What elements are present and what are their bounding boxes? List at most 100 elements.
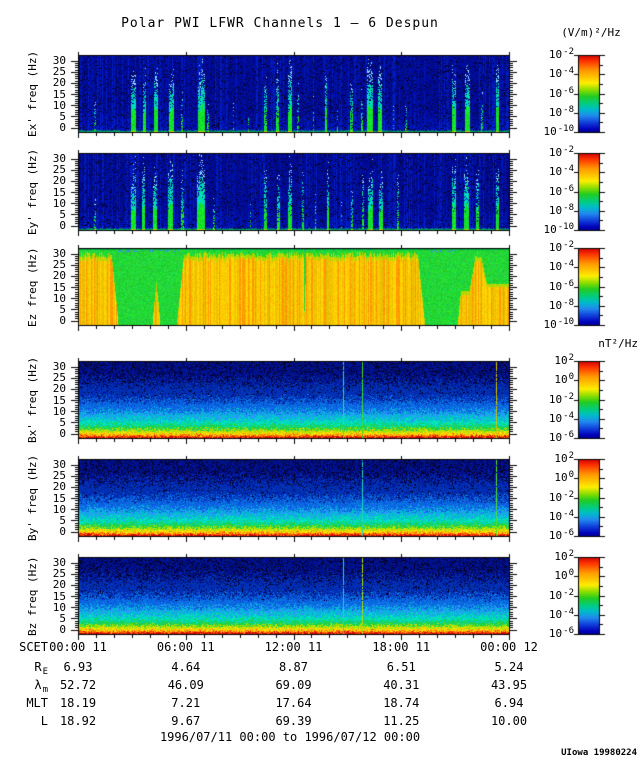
y-tick-label: 30 xyxy=(52,556,66,570)
cb-tick-exponent: -6 xyxy=(563,278,574,289)
cb-tick-exponent: -6 xyxy=(563,85,574,96)
cb-tick-exponent: 2 xyxy=(568,451,574,461)
y-tick-label: 10 xyxy=(52,98,66,112)
ephemeris-value: 6.94 xyxy=(494,696,524,710)
cb-tick-exponent: -4 xyxy=(563,508,574,519)
x-time-label: 00:00 11 xyxy=(49,640,107,654)
cb-tick-exponent: -10 xyxy=(557,222,574,232)
y-tick-label: 30 xyxy=(52,458,66,472)
ephemeris-row-label: MLT xyxy=(0,697,48,709)
colorbar-tick-label: 10-4 xyxy=(518,607,574,622)
cb-tick-base: 10 xyxy=(548,431,563,444)
ephemeris-value: 8.87 xyxy=(279,660,308,674)
colorbar-tick-label: 10-2 xyxy=(518,47,574,62)
cb-tick-base: 10 xyxy=(548,490,563,504)
y-tick-label: 25 xyxy=(52,371,66,385)
colorbar-tick-label: 10-6 xyxy=(518,278,574,294)
y-tick-label: 20 xyxy=(52,174,66,188)
colorbar-tick-label: 102 xyxy=(518,353,574,368)
colorbar-tick-label: 10-4 xyxy=(518,66,574,81)
colorbar-tick-label: 100 xyxy=(518,372,574,387)
cb-tick-base: 10 xyxy=(548,298,563,312)
x-time-label: 06:00 11 xyxy=(156,640,215,654)
e-colorbar-units-label: (V/m)²/Hz xyxy=(561,26,621,39)
cb-tick-exponent: -8 xyxy=(563,104,574,115)
cb-tick-exponent: -8 xyxy=(563,297,574,308)
cb-tick-base: 10 xyxy=(548,67,563,81)
ephemeris-value: 4.64 xyxy=(171,660,201,674)
cb-tick-base: 10 xyxy=(548,203,563,217)
cb-tick-base: 10 xyxy=(548,241,563,254)
colorbar-tick-label: 10-2 xyxy=(518,240,574,255)
y-tick-label: 0 xyxy=(59,427,66,441)
ephemeris-value: 69.09 xyxy=(275,678,312,692)
cb-tick-exponent: -8 xyxy=(563,202,574,213)
cb-tick-base: 10 xyxy=(548,392,563,406)
y-tick-label: 25 xyxy=(52,65,66,79)
ephemeris-row-label-main: MLT xyxy=(26,696,48,710)
y-tick-label: 15 xyxy=(52,87,66,101)
cb-tick-base: 10 xyxy=(548,627,563,640)
cb-tick-base: 10 xyxy=(543,223,557,236)
colorbar-tick-label: 10-8 xyxy=(518,104,574,120)
colorbar-tick-label: 10-2 xyxy=(518,489,574,505)
cb-tick-base: 10 xyxy=(548,86,563,100)
cb-tick-base: 10 xyxy=(548,509,563,523)
ephemeris-row-label-main: R xyxy=(34,660,42,674)
ephemeris-value: 6.51 xyxy=(386,660,416,674)
cb-tick-exponent: -6 xyxy=(563,626,574,636)
colorbar-tick-label: 102 xyxy=(518,451,574,466)
y-tick-label: 30 xyxy=(52,152,66,166)
cb-tick-base: 10 xyxy=(554,452,568,465)
y-tick-label: 10 xyxy=(52,404,66,418)
cb-tick-exponent: -2 xyxy=(563,240,574,250)
cb-tick-base: 10 xyxy=(548,184,563,198)
ephemeris-row-label-sub: E xyxy=(42,667,48,677)
cb-tick-base: 10 xyxy=(554,373,568,387)
colorbar-tick-label: 10-4 xyxy=(518,410,574,426)
y-tick-label: 15 xyxy=(52,185,66,199)
cb-tick-exponent: -2 xyxy=(563,587,574,598)
b-colorbar-units-label: nT²/Hz xyxy=(598,337,638,350)
ephemeris-row-label: L xyxy=(0,715,48,727)
cb-tick-exponent: -2 xyxy=(563,489,574,500)
cb-tick-base: 10 xyxy=(548,260,563,274)
y-tick-label: 0 xyxy=(59,623,66,637)
y-tick-label: 25 xyxy=(52,163,66,177)
cb-tick-base: 10 xyxy=(548,607,563,621)
cb-tick-exponent: -6 xyxy=(563,528,574,538)
colorbar-tick-label: 10-6 xyxy=(518,626,574,641)
y-tick-label: 5 xyxy=(59,207,66,221)
ephemeris-value: 18.92 xyxy=(59,714,97,728)
y-tick-label: 15 xyxy=(52,393,66,407)
cb-tick-base: 10 xyxy=(548,529,563,542)
ephemeris-value: 69.39 xyxy=(275,714,312,728)
cb-tick-exponent: -4 xyxy=(563,410,574,421)
colorbar-tick-label: 10-4 xyxy=(518,508,574,524)
y-tick-label: 20 xyxy=(52,382,66,396)
cb-tick-base: 10 xyxy=(554,354,568,367)
ephemeris-row-label: RE xyxy=(0,660,48,677)
ephemeris-value: 40.31 xyxy=(383,678,420,692)
ephemeris-value: 11.25 xyxy=(383,714,420,728)
footer-date-range: 1996/07/11 00:00 to 1996/07/12 00:00 xyxy=(159,730,421,744)
credit-label: UIowa 19980224 xyxy=(561,748,637,758)
scet-axis-label: SCET xyxy=(19,640,48,654)
y-tick-label: 0 xyxy=(59,219,66,233)
ephemeris-value: 52.72 xyxy=(59,678,97,692)
cb-tick-exponent: -4 xyxy=(563,164,574,175)
cb-tick-base: 10 xyxy=(554,569,568,583)
cb-tick-base: 10 xyxy=(548,279,563,293)
ephemeris-row-label-sub: m xyxy=(42,685,48,695)
colorbar-tick-label: 10-8 xyxy=(518,202,574,218)
colorbar-tick-label: 10-4 xyxy=(518,259,574,274)
ephemeris-value: 10.00 xyxy=(490,714,528,728)
y-tick-label: 15 xyxy=(52,280,66,294)
y-tick-label: 20 xyxy=(52,269,66,283)
x-time-label: 00:00 12 xyxy=(480,640,538,654)
y-tick-label: 0 xyxy=(59,525,66,539)
y-tick-label: 20 xyxy=(52,480,66,494)
